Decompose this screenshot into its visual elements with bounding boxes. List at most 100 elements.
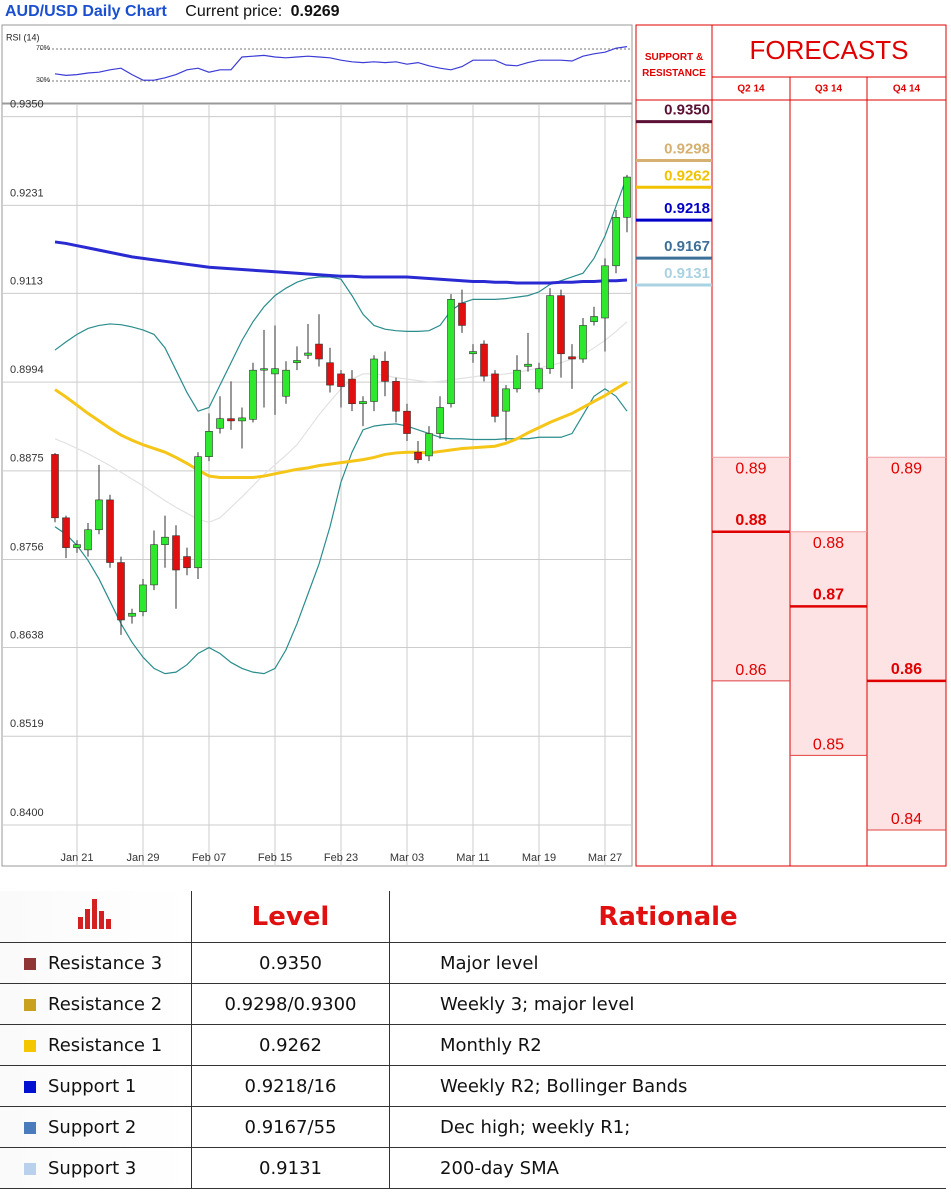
swatch — [24, 957, 36, 970]
rationale-cell: Monthly R2 — [389, 1024, 946, 1066]
table-row: Support 3 0.9131 200-day SMA — [0, 1147, 946, 1189]
y-tick-label: 0.9113 — [10, 275, 43, 287]
candle-body — [612, 217, 620, 267]
candle-body — [392, 381, 400, 412]
candle-body — [51, 454, 59, 519]
forecast-range — [712, 457, 790, 681]
level-cell: 0.9262 — [191, 1024, 390, 1066]
chart-area: AUD/USD Daily Chart Current price: 0.926… — [1, 3, 947, 867]
table-row: Support 2 0.9167/55 Dec high; weekly R1; — [0, 1106, 946, 1148]
candle-body — [480, 343, 488, 377]
y-tick-label: 0.8519 — [10, 718, 44, 730]
price: 0.9269 — [291, 3, 340, 20]
candle-body — [546, 295, 554, 369]
table-header: Level Rationale — [0, 891, 946, 943]
level-name: Resistance 2 — [48, 993, 163, 1015]
candle-body — [293, 360, 301, 364]
candle-body — [326, 362, 334, 386]
y-tick-label: 70% — [36, 45, 50, 52]
level-label: 0.9167 — [664, 238, 710, 255]
x-tick-label: Mar 27 — [588, 852, 622, 864]
rationale-cell: Major level — [389, 942, 946, 984]
forecast-mid-label: 0.88 — [735, 512, 766, 529]
level-label: 0.9298 — [664, 140, 710, 157]
table-row: Resistance 3 0.9350 Major level — [0, 942, 946, 984]
swatch — [24, 998, 36, 1011]
candle-body — [425, 433, 433, 457]
y-tick-label: 0.8756 — [10, 541, 44, 553]
level-label: 0.9262 — [664, 167, 710, 184]
candle-body — [150, 544, 158, 586]
y-tick-label: 0.8994 — [10, 364, 44, 376]
swatch — [24, 1039, 36, 1052]
x-tick-label: Jan 29 — [126, 852, 159, 864]
name-cell: Support 1 — [0, 1065, 192, 1107]
candle-body — [271, 368, 279, 375]
candle-body — [84, 529, 92, 551]
forecast-range — [790, 531, 867, 756]
table-row: Support 1 0.9218/16 Weekly R2; Bollinger B… — [0, 1065, 946, 1107]
candle-body — [513, 369, 521, 390]
y-tick-label: 30% — [36, 77, 50, 84]
candle-body — [304, 352, 312, 356]
candle-body — [348, 378, 356, 405]
level-name: Support 3 — [48, 1157, 137, 1179]
x-tick-label: Mar 11 — [456, 852, 489, 864]
candle-body — [260, 368, 268, 371]
level-name: Support 2 — [48, 1116, 137, 1138]
candle-body — [590, 316, 598, 323]
candle-body — [117, 562, 125, 621]
name-cell: Support 3 — [0, 1147, 192, 1189]
sr-title: SUPPORT & RESISTANCE — [642, 52, 706, 79]
y-tick-label: 0.8875 — [10, 453, 44, 465]
rationale-cell: Weekly 3; major level — [389, 983, 946, 1025]
header-cell: Level — [191, 891, 390, 943]
rationale-cell: 200-day SMA — [389, 1147, 946, 1189]
candle-body — [95, 499, 103, 531]
y-tick-label: 0.8400 — [10, 807, 44, 819]
name-cell: Resistance 3 — [0, 942, 192, 984]
candle-body — [161, 536, 169, 545]
candle-body — [73, 544, 81, 548]
candle-body — [282, 369, 290, 397]
candle-body — [458, 302, 466, 326]
candle-body — [194, 456, 202, 569]
table-row: Resistance 1 0.9262 Monthly R2 — [0, 1024, 946, 1066]
candle-body — [447, 299, 455, 405]
level-label: 0.9350 — [664, 102, 710, 119]
indicator-line — [54, 380, 628, 480]
swatch — [24, 1162, 36, 1175]
candle-body — [381, 360, 389, 382]
name-cell: Support 2 — [0, 1106, 192, 1148]
candle-body — [205, 431, 213, 457]
forecast-high-label: 0.89 — [891, 460, 922, 477]
indicator-line — [54, 176, 628, 412]
level-label: 0.9218 — [664, 200, 710, 217]
candle-body — [436, 407, 444, 434]
x-tick-label: Mar 03 — [390, 852, 424, 864]
y-tick-label: 0.9231 — [10, 187, 44, 199]
candle-body — [238, 417, 246, 422]
header-cell: Rationale — [389, 891, 946, 943]
candle-body — [172, 535, 180, 571]
candle-body — [568, 356, 576, 360]
forecast-frame — [635, 24, 947, 867]
candle-body — [337, 373, 345, 387]
name-cell: Resistance 1 — [0, 1024, 192, 1066]
candle-body — [128, 612, 136, 617]
candle-body — [579, 325, 587, 360]
x-tick-label: Feb 23 — [324, 852, 358, 864]
header-title: AUD/USD Daily Chart — [5, 3, 167, 20]
candle-body — [524, 363, 532, 367]
candle-body — [601, 265, 609, 319]
x-tick-label: Jan 21 — [60, 852, 93, 864]
level-label: 0.9131 — [664, 265, 710, 282]
candle-body — [535, 368, 543, 390]
icon-cell — [0, 891, 192, 943]
candle-body — [106, 499, 114, 563]
level-cell: 0.9298/0.9300 — [191, 983, 390, 1025]
candle-body — [249, 369, 257, 420]
forecast-mid-label: 0.87 — [813, 587, 844, 604]
candle-body — [62, 517, 70, 548]
